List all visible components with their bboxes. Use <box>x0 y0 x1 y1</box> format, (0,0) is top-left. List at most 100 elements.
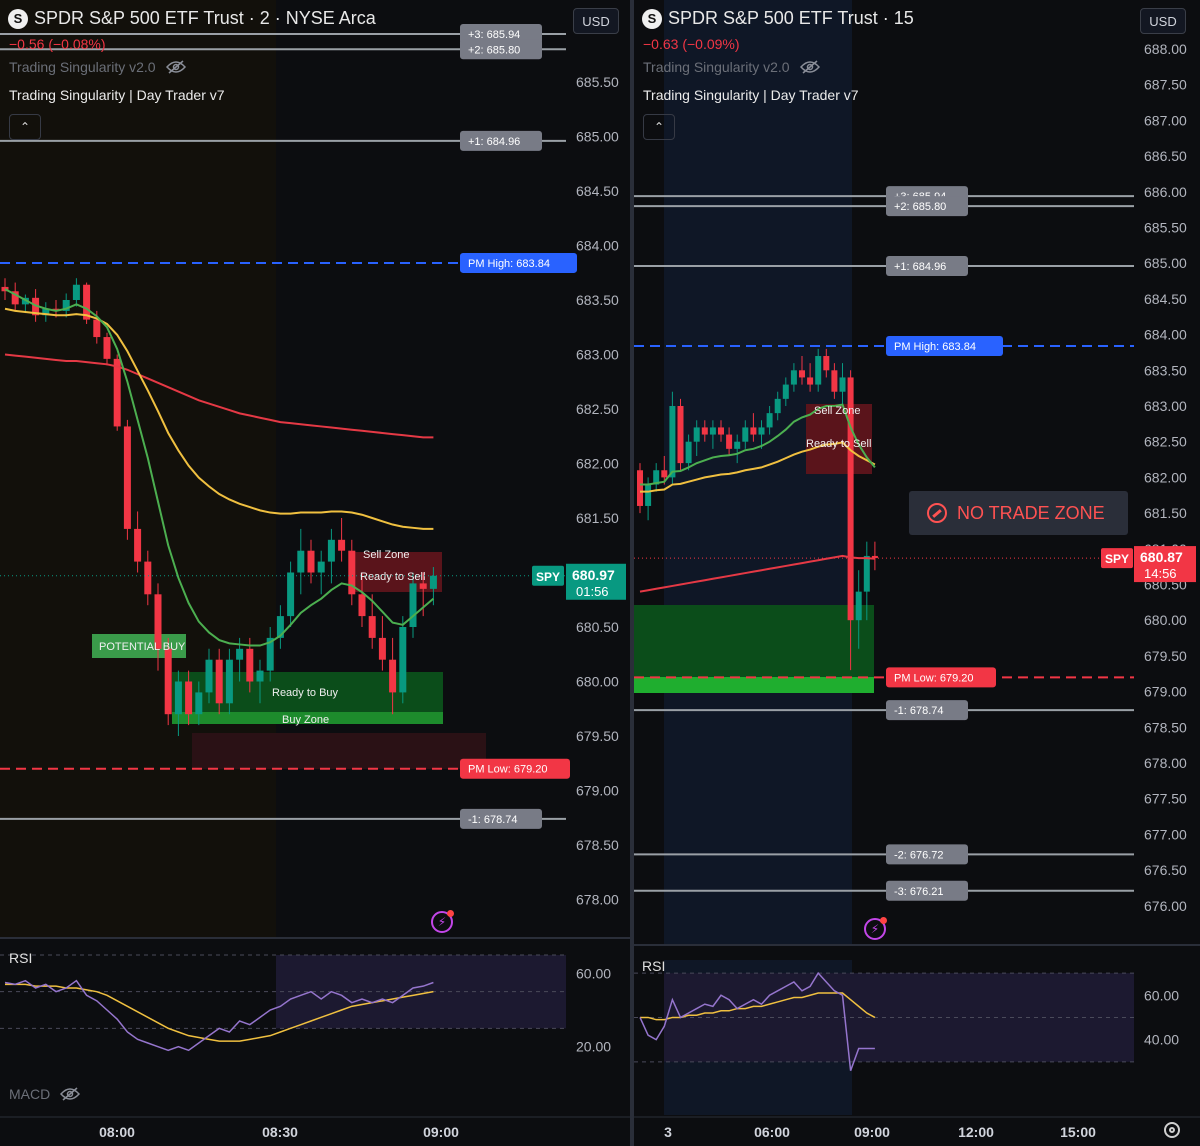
level-tag-bg <box>886 336 1003 357</box>
level-tag: +2: 685.80 <box>468 44 520 56</box>
rsi-line <box>4 979 434 1052</box>
time-axis-tick: 3 <box>664 1124 672 1140</box>
candle-body <box>709 427 716 435</box>
candle-body <box>774 398 781 414</box>
candle-body <box>307 550 315 573</box>
time-axis-tick: 09:00 <box>854 1124 890 1140</box>
rsi-ma-line <box>640 992 876 1021</box>
level-tag-bg <box>886 880 968 901</box>
no-trade-zone-label: NO TRADE ZONE <box>957 502 1105 523</box>
candle-body <box>790 370 797 385</box>
candle-body <box>701 427 708 435</box>
candle-body <box>653 470 660 485</box>
undefined <box>634 677 874 693</box>
price-axis-tick: 684.50 <box>576 183 619 199</box>
level-tag-bg <box>886 196 968 217</box>
eye-off-icon[interactable] <box>60 1087 81 1101</box>
level-tag-bg <box>886 844 968 865</box>
level-tag: PM Low: 679.20 <box>468 764 548 776</box>
spdr-logo-icon: S <box>642 8 662 29</box>
candle-body <box>677 406 684 464</box>
candle-body <box>815 356 822 385</box>
no-entry-icon <box>927 503 947 523</box>
collapse-chevron-up-icon[interactable]: ⌃ <box>9 114 41 140</box>
candle-body <box>758 427 765 435</box>
left-hidden-indicator[interactable]: Trading Singularity v2.0 <box>9 59 186 75</box>
panel-divider[interactable] <box>630 0 634 1146</box>
candle-body <box>637 470 643 506</box>
right-price-change: −0.63 (−0.09%) <box>643 36 740 52</box>
symbol-tag: SPY <box>536 570 560 584</box>
candle-body <box>164 648 172 715</box>
candle-body <box>195 692 203 715</box>
right-hidden-indicator[interactable]: Trading Singularity v2.0 <box>643 59 820 75</box>
symbol-tag: SPY <box>1105 552 1129 566</box>
candle-body <box>246 648 254 682</box>
price-axis-tick: 686.50 <box>1144 148 1187 164</box>
level-tag: -2: 676.72 <box>894 849 944 861</box>
candle-body <box>831 370 838 392</box>
undefined <box>634 605 874 689</box>
candle-body <box>839 377 846 392</box>
left-flash-alert-icon[interactable]: ⚡ <box>431 910 454 933</box>
eye-off-icon[interactable] <box>165 60 186 74</box>
left-rsi-label[interactable]: RSI <box>9 950 33 966</box>
price-axis-tick: 678.50 <box>576 837 619 853</box>
left-active-indicator[interactable]: Trading Singularity | Day Trader v7 <box>9 87 225 103</box>
rsi-line <box>639 971 875 1071</box>
undefined <box>0 0 276 938</box>
candle-body <box>93 319 101 338</box>
candle-body <box>256 670 264 682</box>
right-active-indicator[interactable]: Trading Singularity | Day Trader v7 <box>643 87 859 103</box>
candle-body <box>317 561 325 573</box>
chart-panel-right[interactable]: 688.00 687.50 687.00 686.50 686.00 685.50 685.… <box>634 0 1200 1146</box>
time-axis-tick: 08:30 <box>262 1124 298 1140</box>
time-axis-tick: 08:00 <box>99 1124 135 1140</box>
price-axis-tick: 685.00 <box>576 129 619 145</box>
left-symbol-title: SPDR S&P 500 ETF Trust · 2 · NYSE Arca <box>34 8 376 28</box>
countdown: 01:56 <box>576 584 609 599</box>
left-hidden-indicator-label: Trading Singularity v2.0 <box>9 59 156 75</box>
candle-body <box>766 413 773 428</box>
settings-gear-icon[interactable] <box>1164 1122 1180 1138</box>
candle-body <box>134 528 142 562</box>
undefined <box>192 733 486 769</box>
left-macd-indicator[interactable]: MACD <box>9 1086 81 1102</box>
candle-body <box>863 555 870 592</box>
left-symbol-header[interactable]: S SPDR S&P 500 ETF Trust · 2 · NYSE Arca <box>8 8 376 29</box>
candle-body <box>103 337 111 359</box>
price-axis-tick: 681.50 <box>1144 505 1187 521</box>
right-symbol-header[interactable]: S SPDR S&P 500 ETF Trust · 15 <box>642 8 914 29</box>
candle-body <box>419 583 427 589</box>
candle-body <box>185 681 193 715</box>
chart-panel-left[interactable]: 685.50 685.00 684.50 684.00 683.50 683.00 682.… <box>0 0 630 1146</box>
price-axis-bg <box>1134 0 1200 945</box>
time-axis-tick: 09:00 <box>423 1124 459 1140</box>
level-tag: +3: 685.94 <box>468 29 520 41</box>
ema-fast-line <box>640 403 876 486</box>
candle-body <box>855 591 862 621</box>
candle-body <box>297 550 305 573</box>
rsi-ma-line <box>5 983 434 1042</box>
candle-body <box>276 616 284 638</box>
price-axis-tick: 676.00 <box>1144 898 1187 914</box>
right-currency-button[interactable]: USD <box>1140 8 1186 34</box>
candle-body <box>645 484 652 506</box>
left-currency-button[interactable]: USD <box>573 8 619 34</box>
undefined <box>172 712 443 724</box>
right-rsi-label[interactable]: RSI <box>642 958 666 974</box>
ema-slow-line <box>639 554 875 593</box>
candle-body <box>215 659 223 704</box>
left-chart-canvas[interactable]: 685.50 685.00 684.50 684.00 683.50 683.00 682.… <box>0 0 630 1146</box>
collapse-chevron-up-icon[interactable]: ⌃ <box>643 114 675 140</box>
price-axis-tick: 682.50 <box>1144 434 1187 450</box>
eye-off-icon[interactable] <box>799 60 820 74</box>
candle-body <box>429 575 437 589</box>
right-flash-alert-icon[interactable]: ⚡ <box>864 917 887 940</box>
right-chart-canvas[interactable]: 688.00 687.50 687.00 686.50 686.00 685.50 685.… <box>634 0 1200 1146</box>
level-tag-bg <box>460 252 577 273</box>
candle-body <box>287 572 295 617</box>
price-axis-tick: 685.00 <box>1144 255 1187 271</box>
spdr-logo-icon: S <box>8 8 28 29</box>
level-tag-bg <box>460 130 542 151</box>
